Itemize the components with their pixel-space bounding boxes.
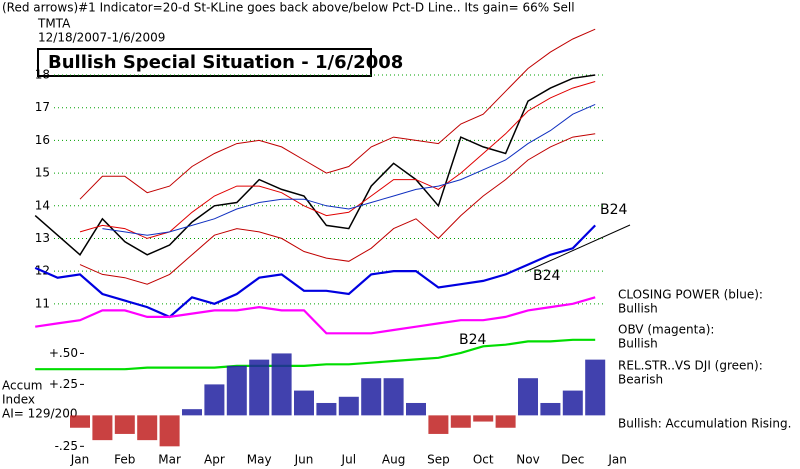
bar bbox=[585, 359, 606, 416]
header-line: (Red arrows)#1 Indicator=20-d St-KLine g… bbox=[2, 1, 575, 15]
x-tick-label: Apr bbox=[204, 453, 225, 467]
legend-label: REL.STR..VS DJI (green): bbox=[618, 359, 763, 373]
symbol: TMTA bbox=[37, 17, 71, 31]
y-tick-label: 13 bbox=[35, 231, 50, 245]
legend-note: Bearish bbox=[618, 373, 663, 387]
y-tick-label: 14 bbox=[35, 198, 50, 212]
chart-title: Bullish Special Situation - 1/6/2008 bbox=[48, 52, 403, 73]
bar bbox=[159, 415, 180, 447]
bar bbox=[495, 415, 516, 428]
series-line bbox=[79, 133, 596, 285]
x-tick-label: May bbox=[247, 453, 272, 467]
x-tick-label: Mar bbox=[158, 453, 181, 467]
accum-label: Index bbox=[2, 393, 35, 407]
annotation: B24 bbox=[459, 332, 487, 348]
y-tick-label: -.25 bbox=[55, 439, 78, 453]
title-box bbox=[37, 48, 372, 77]
y-tick-label: +.25 bbox=[49, 377, 78, 391]
bar bbox=[316, 402, 337, 416]
y-tick-label: 18 bbox=[35, 67, 50, 81]
bar bbox=[406, 402, 426, 416]
series-line bbox=[35, 296, 596, 335]
x-tick-label: Dec bbox=[561, 453, 584, 467]
bar bbox=[92, 415, 113, 441]
series-line bbox=[34, 224, 596, 319]
y-tick-label: 16 bbox=[35, 133, 50, 147]
accum-label: AI= 129/200 bbox=[2, 407, 77, 421]
bar bbox=[294, 390, 314, 416]
x-tick-label: Jul bbox=[341, 453, 356, 467]
legend-note: Bullish bbox=[618, 302, 658, 316]
series-line bbox=[79, 28, 596, 200]
bar bbox=[226, 365, 247, 416]
legend-label: OBV (magenta): bbox=[618, 323, 714, 337]
bar bbox=[114, 415, 135, 434]
x-tick-label: Feb bbox=[114, 453, 135, 467]
legend-label: CLOSING POWER (blue): bbox=[618, 288, 763, 302]
bar bbox=[428, 415, 449, 434]
date-range: 12/18/2007-1/6/2009 bbox=[38, 31, 165, 45]
bar bbox=[271, 353, 292, 416]
bar bbox=[70, 415, 90, 428]
y-tick-label: 15 bbox=[35, 166, 50, 180]
legend-note: Bullish bbox=[618, 337, 658, 351]
bar bbox=[450, 415, 471, 428]
series-line bbox=[79, 81, 596, 239]
x-tick-label: Sep bbox=[427, 453, 450, 467]
x-tick-label: Aug bbox=[382, 453, 405, 467]
x-tick-label: Nov bbox=[516, 453, 539, 467]
bar bbox=[338, 396, 359, 416]
bar bbox=[137, 415, 158, 441]
x-tick-label: Jan bbox=[607, 453, 627, 467]
bar bbox=[540, 402, 561, 416]
y-tick-label: +.50 bbox=[49, 346, 78, 360]
y-tick-label: 11 bbox=[35, 296, 50, 310]
annotation: B24 bbox=[533, 268, 561, 284]
bar bbox=[562, 390, 583, 416]
accum-note: Bullish: Accumulation Rising. bbox=[618, 417, 791, 431]
bar bbox=[182, 409, 202, 416]
trend-line bbox=[524, 224, 631, 273]
bar bbox=[473, 415, 494, 422]
bar bbox=[518, 378, 538, 416]
x-tick-label: Jan bbox=[70, 453, 90, 467]
y-tick-label: 17 bbox=[35, 100, 50, 114]
x-tick-label: Jun bbox=[294, 453, 314, 467]
series-line bbox=[35, 338, 596, 371]
annotation: B24 bbox=[600, 202, 628, 218]
x-tick-label: Oct bbox=[473, 453, 494, 467]
bar bbox=[383, 378, 404, 416]
bar bbox=[204, 384, 225, 416]
bar bbox=[361, 378, 382, 416]
bar bbox=[249, 359, 270, 416]
series-line bbox=[102, 103, 596, 236]
accum-label: Accum bbox=[2, 379, 43, 393]
